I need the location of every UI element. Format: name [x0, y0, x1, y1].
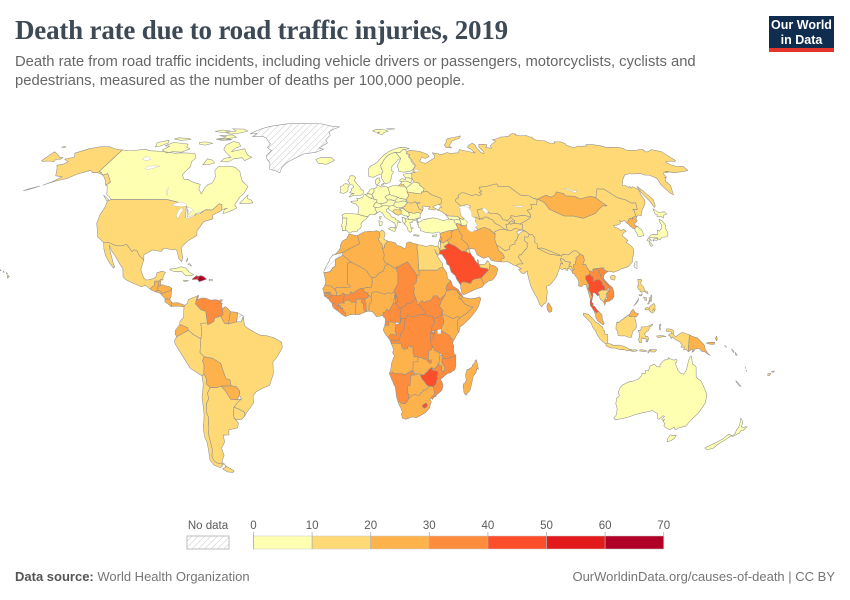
svg-text:No data: No data [188, 520, 229, 532]
svg-text:20: 20 [364, 520, 377, 532]
svg-text:10: 10 [306, 520, 319, 532]
svg-text:60: 60 [599, 520, 612, 532]
svg-text:40: 40 [482, 520, 495, 532]
svg-text:70: 70 [657, 520, 670, 532]
svg-text:30: 30 [423, 520, 436, 532]
svg-text:50: 50 [540, 520, 553, 532]
svg-text:0: 0 [250, 520, 256, 532]
